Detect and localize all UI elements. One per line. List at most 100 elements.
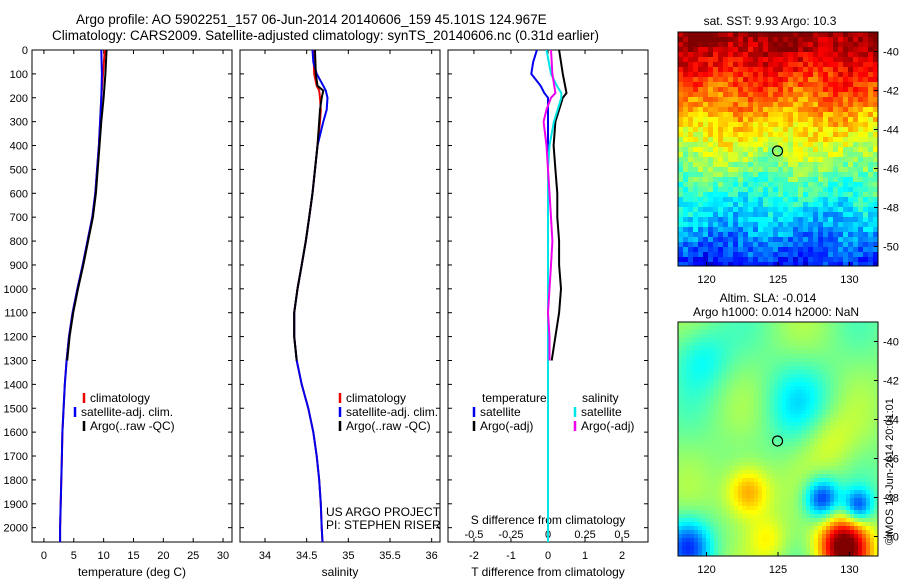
- sla_map-cell: [762, 410, 767, 415]
- sla_map-cell: [794, 522, 799, 527]
- sst_map-cell: [698, 262, 704, 266]
- sla_map-cell: [814, 522, 819, 527]
- sst_map-cell: [813, 107, 819, 113]
- sla_map-cell: [766, 506, 771, 511]
- sla_map-cell: [770, 522, 775, 527]
- sst_map-cell: [733, 182, 739, 188]
- sla_map-cell: [794, 322, 799, 327]
- sst_map-cell: [803, 152, 809, 158]
- sst_map-cell: [698, 247, 704, 253]
- sla_map-cell: [862, 338, 867, 343]
- sla_map-cell: [830, 446, 835, 451]
- sla_map-cell: [778, 538, 783, 543]
- sla_map-cell: [794, 378, 799, 383]
- sla_map-cell: [810, 382, 815, 387]
- sla_map-cell: [822, 414, 827, 419]
- sla_map-cell: [706, 394, 711, 399]
- sst_map-cell: [683, 82, 689, 88]
- sst_map-cell: [768, 102, 774, 108]
- sla_map-cell: [678, 546, 683, 551]
- sla_map-cell: [874, 322, 878, 327]
- sst_map-cell: [818, 42, 824, 48]
- sla_map-cell: [778, 458, 783, 463]
- sst_map-cell: [698, 132, 704, 138]
- sla_map-cell: [750, 438, 755, 443]
- sst_map-cell: [763, 202, 769, 208]
- sla_map-cell: [762, 542, 767, 547]
- sla_map-cell: [858, 470, 863, 475]
- sla_map-cell: [770, 454, 775, 459]
- sla_map-cell: [698, 462, 703, 467]
- sst_map-cell: [758, 97, 764, 103]
- sst_map-cell: [703, 47, 709, 53]
- sla_map-cell: [790, 514, 795, 519]
- sla_map-cell: [698, 350, 703, 355]
- sla_map-cell: [846, 334, 851, 339]
- salinity-xtick-label: 34: [259, 550, 271, 562]
- sla_map-cell: [770, 374, 775, 379]
- sla_map-cell: [710, 442, 715, 447]
- sla_map-cell: [678, 374, 683, 379]
- sla_map-cell: [734, 454, 739, 459]
- sst_map-cell: [678, 57, 684, 63]
- sla_map-cell: [710, 494, 715, 499]
- sla_map-cell: [686, 470, 691, 475]
- difference-legend-t-argo-label: Argo(-adj): [480, 419, 533, 433]
- sst_map-cell: [698, 257, 704, 263]
- sla_map-cell: [770, 430, 775, 435]
- sla_map-cell: [746, 358, 751, 363]
- sla_map-cell: [758, 490, 763, 495]
- sla_map-cell: [782, 474, 787, 479]
- sst_map-cell: [693, 162, 699, 168]
- sst_map-cell: [833, 47, 839, 53]
- sla_map-cell: [766, 382, 771, 387]
- sst_map-cell: [828, 132, 834, 138]
- sst_map-cell: [698, 102, 704, 108]
- sla_map-cell: [846, 542, 851, 547]
- sst_map-cell: [698, 212, 704, 218]
- sla_map-cell: [738, 394, 743, 399]
- sla_map-cell: [754, 466, 759, 471]
- sst_map-cell: [748, 167, 754, 173]
- sla_map-cell: [858, 342, 863, 347]
- sla_map-cell: [810, 450, 815, 455]
- sla_map-cell: [722, 526, 727, 531]
- sla_map-cell: [838, 418, 843, 423]
- sst_map-cell: [743, 262, 749, 266]
- sla_map-cell: [738, 490, 743, 495]
- sst_map-cell: [713, 142, 719, 148]
- sst_map-cell: [873, 122, 878, 128]
- sla_map-cell: [802, 342, 807, 347]
- sla_map-cell: [690, 442, 695, 447]
- sst_map-cell: [708, 252, 714, 258]
- sst_map-cell: [758, 197, 764, 203]
- sst_map-cell: [678, 122, 684, 128]
- sst_map-cell: [873, 172, 878, 178]
- sla_map-cell: [846, 530, 851, 535]
- sst_map-cell: [838, 122, 844, 128]
- sst_map-cell: [798, 212, 804, 218]
- sla_map-cell: [866, 442, 871, 447]
- sst_map-cell: [838, 52, 844, 58]
- sst_map-cell: [773, 97, 779, 103]
- sla_map-cell: [842, 422, 847, 427]
- sla_map-cell: [774, 534, 779, 539]
- sla_map-cell: [730, 446, 735, 451]
- sla_map-cell: [706, 410, 711, 415]
- sst_map-cell: [818, 142, 824, 148]
- sst_map-cell: [848, 202, 854, 208]
- sla_map-cell: [718, 390, 723, 395]
- sst_map-cell: [748, 262, 754, 266]
- sla_map-cell: [730, 346, 735, 351]
- sla_map-cell: [858, 398, 863, 403]
- sla_map-cell: [842, 458, 847, 463]
- sst_map-cell: [813, 72, 819, 78]
- sla_map-cell: [706, 366, 711, 371]
- sla_map-cell: [750, 514, 755, 519]
- sst_map-cell: [778, 57, 784, 63]
- sla_map-cell: [842, 358, 847, 363]
- sla_map-cell: [686, 506, 691, 511]
- sst_map-cell: [743, 157, 749, 163]
- sst_map-cell: [803, 197, 809, 203]
- sst_map-cell: [813, 227, 819, 233]
